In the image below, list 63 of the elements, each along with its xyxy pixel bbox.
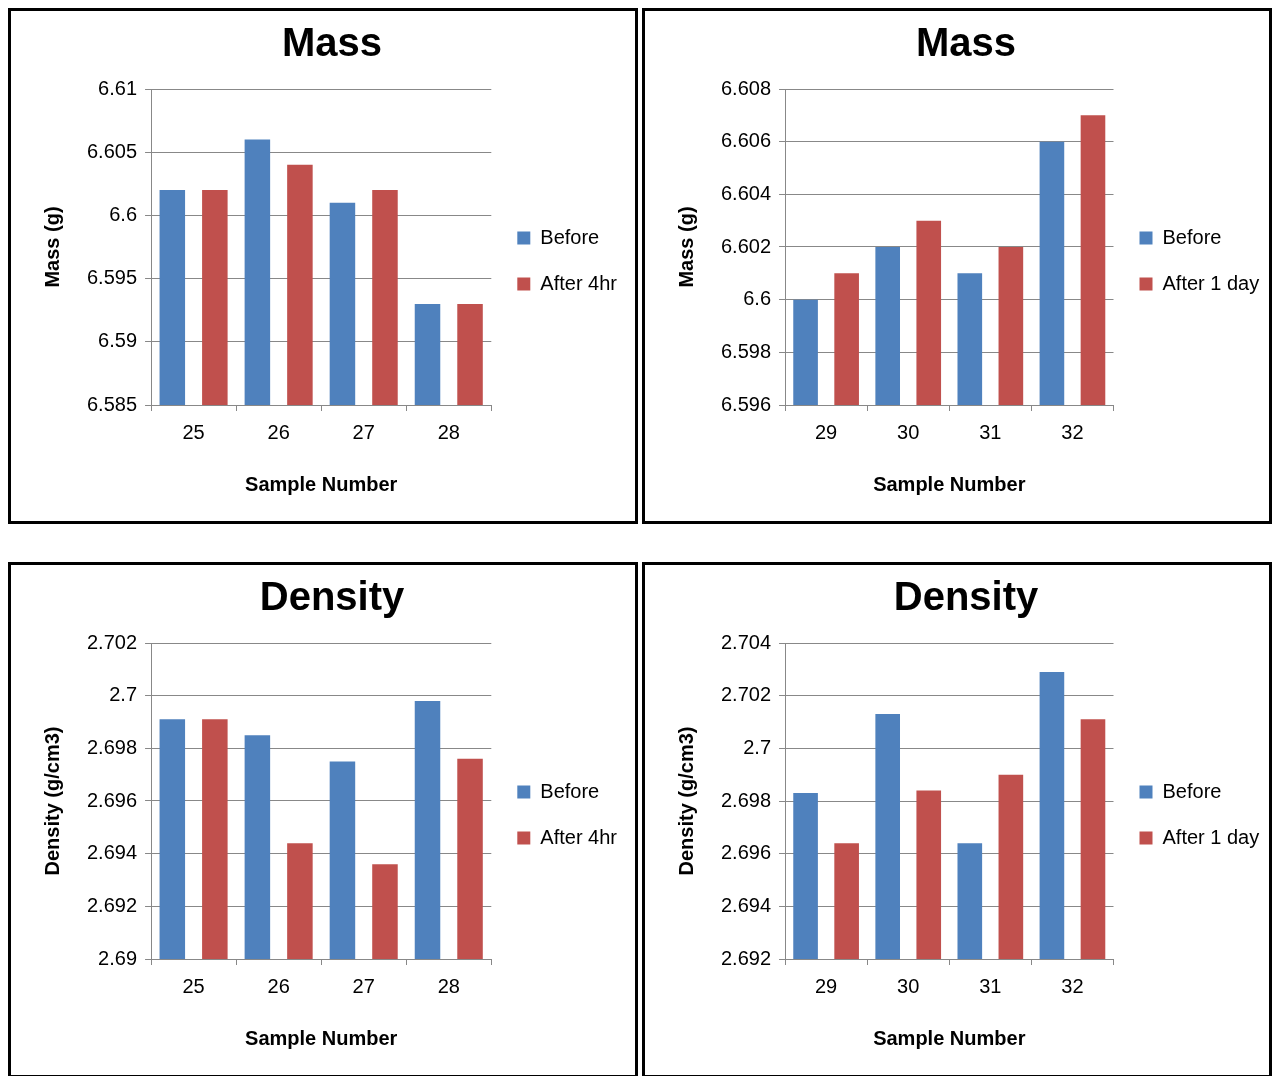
legend-label: After 1 day [1162,825,1260,848]
x-tick-label: 28 [437,420,460,443]
chart-title: Mass [281,20,383,65]
y-axis-title: Density (g/cm3) [40,726,63,876]
y-axis-title: Density (g/cm3) [674,726,697,876]
y-tick-label: 6.598 [720,339,772,362]
y-tick-label: 6.585 [86,392,138,415]
x-axis-title: Sample Number [873,1026,1026,1049]
y-tick-label: 6.6 [109,202,138,225]
y-tick-label: 6.604 [720,181,772,204]
legend-label: After 4hr [540,825,618,848]
x-tick-label: 32 [1061,420,1084,443]
x-tick-label: 26 [267,420,290,443]
x-tick-label: 25 [182,974,205,997]
legend-label: After 4hr [540,271,618,294]
chart-title: Density [259,574,405,619]
y-tick-label: 2.692 [86,893,138,916]
legend-label: Before [540,779,600,802]
y-tick-label: 6.6 [743,287,772,310]
x-tick-label: 27 [352,974,375,997]
x-tick-label: 32 [1061,974,1084,997]
x-tick-label: 27 [352,420,375,443]
x-tick-label: 31 [979,974,1002,997]
y-tick-label: 6.596 [720,392,772,415]
y-tick-label: 2.696 [86,788,138,811]
chart-title: Mass [915,20,1017,65]
y-axis-title: Mass (g) [674,206,697,288]
x-tick-label: 29 [814,420,838,443]
y-tick-label: 2.7 [109,683,138,706]
legend-label: Before [540,225,600,248]
x-axis-title: Sample Number [245,1026,398,1049]
y-tick-label: 2.696 [720,841,772,864]
x-tick-label: 29 [814,974,838,997]
y-tick-label: 6.59 [98,329,138,352]
y-tick-label: 6.61 [98,76,138,99]
x-tick-label: 31 [979,420,1002,443]
y-tick-label: 2.702 [86,630,138,653]
y-tick-label: 2.698 [720,788,772,811]
y-tick-label: 6.606 [720,129,772,152]
y-axis-title: Mass (g) [40,206,63,288]
x-tick-label: 28 [437,974,460,997]
legend-label: After 1 day [1162,271,1260,294]
x-axis-title: Sample Number [245,472,398,495]
x-tick-label: 26 [267,974,290,997]
y-tick-label: 2.702 [720,683,772,706]
y-tick-label: 6.605 [86,139,138,162]
y-tick-label: 2.698 [86,735,138,758]
y-tick-label: 6.602 [720,234,772,257]
x-tick-label: 30 [897,974,920,997]
y-tick-label: 2.694 [86,841,138,864]
chart-title: Density [893,574,1039,619]
y-tick-label: 6.595 [86,266,138,289]
legend-label: Before [1162,225,1222,248]
y-tick-label: 2.694 [720,893,772,916]
y-tick-label: 2.7 [743,735,772,758]
y-tick-label: 2.69 [98,946,138,969]
y-tick-label: 2.704 [720,630,772,653]
x-axis-title: Sample Number [873,472,1026,495]
x-tick-label: 30 [897,420,920,443]
legend-label: Before [1162,779,1222,802]
y-tick-label: 6.608 [720,76,772,99]
x-tick-label: 25 [182,420,205,443]
y-tick-label: 2.692 [720,946,772,969]
